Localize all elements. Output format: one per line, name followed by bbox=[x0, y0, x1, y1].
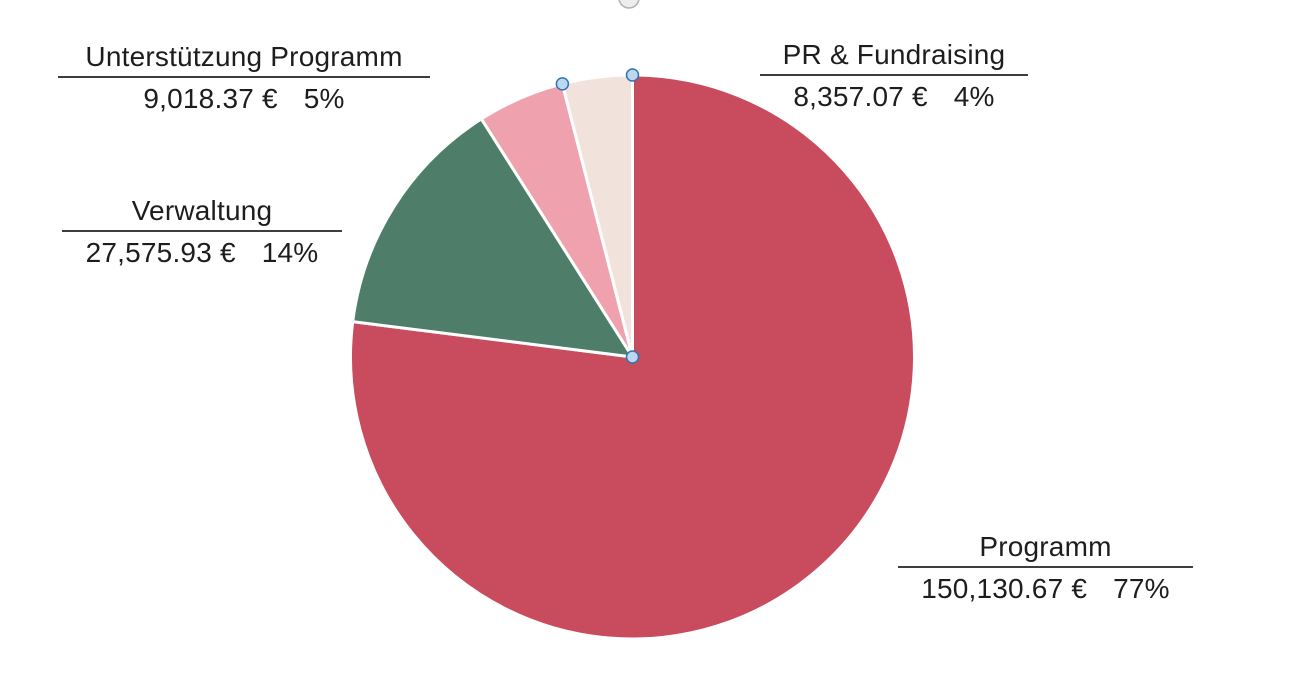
slice-value: 8,357.07 € bbox=[793, 81, 928, 112]
slice-value-row: 9,018.37 € 5% bbox=[58, 78, 430, 115]
callout-programm: Programm 150,130.67 € 77% bbox=[898, 530, 1193, 605]
selection-handle[interactable] bbox=[625, 68, 640, 82]
slice-value: 9,018.37 € bbox=[143, 83, 278, 114]
callout-pr-fundraising: PR & Fundraising 8,357.07 € 4% bbox=[760, 38, 1028, 113]
slice-percent: 14% bbox=[261, 237, 319, 268]
rotation-handle[interactable] bbox=[618, 0, 640, 9]
slice-label: Unterstützung Programm bbox=[58, 40, 430, 78]
pie-slice-verwaltung[interactable] bbox=[351, 117, 634, 359]
slice-value-row: 150,130.67 € 77% bbox=[898, 568, 1193, 605]
slice-label: Verwaltung bbox=[62, 194, 342, 232]
callout-verwaltung: Verwaltung 27,575.93 € 14% bbox=[62, 194, 342, 269]
slice-percent: 77% bbox=[1113, 573, 1170, 604]
callout-unterstuetzung-programm: Unterstützung Programm 9,018.37 € 5% bbox=[58, 40, 430, 115]
slice-label: PR & Fundraising bbox=[760, 38, 1028, 76]
slice-value-row: 27,575.93 € 14% bbox=[62, 232, 342, 269]
slice-label: Programm bbox=[898, 530, 1193, 568]
selection-handles bbox=[555, 68, 640, 364]
slice-value: 150,130.67 € bbox=[921, 573, 1088, 604]
slice-value: 27,575.93 € bbox=[85, 237, 236, 268]
selection-handle[interactable] bbox=[555, 77, 570, 91]
slice-percent: 4% bbox=[953, 81, 995, 112]
slice-value-row: 8,357.07 € 4% bbox=[760, 76, 1028, 113]
selection-handle[interactable] bbox=[625, 350, 640, 364]
slice-percent: 5% bbox=[303, 83, 345, 114]
